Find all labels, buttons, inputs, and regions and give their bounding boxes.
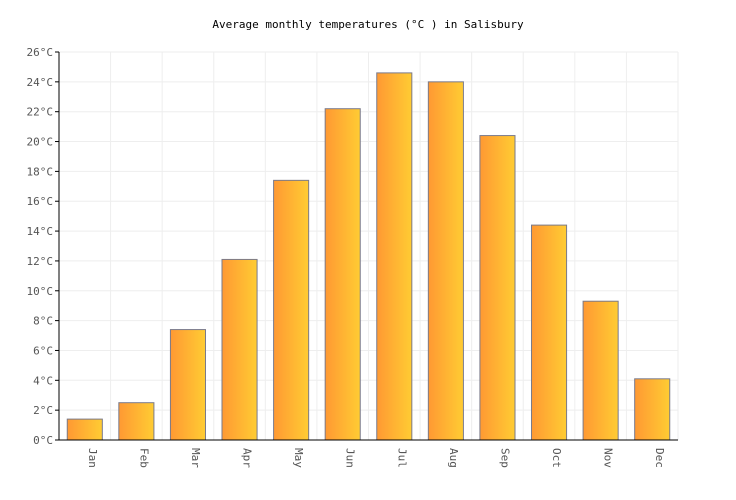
y-tick-label: 14°C (27, 225, 54, 238)
x-tick-label: Oct (550, 448, 563, 468)
bar-dec (634, 378, 671, 441)
bar-nov (582, 300, 619, 441)
y-tick-label: 16°C (27, 195, 54, 208)
bar-apr (221, 258, 258, 441)
bar-oct (531, 224, 568, 441)
x-tick-label: May (292, 448, 305, 468)
bar-mar (169, 329, 206, 441)
x-tick-label: Dec (653, 448, 666, 468)
y-tick-label: 6°C (33, 344, 53, 357)
y-tick-label: 2°C (33, 404, 53, 417)
y-tick-label: 18°C (27, 165, 54, 178)
x-tick-label: Sep (498, 448, 511, 468)
x-tick-label: Jul (395, 448, 408, 468)
chart-title: Average monthly temperatures (°C ) in Sa… (212, 18, 524, 31)
y-tick-label: 12°C (27, 255, 54, 268)
y-tick-label: 10°C (27, 285, 54, 298)
y-tick-label: 24°C (27, 76, 54, 89)
y-tick-label: 8°C (33, 315, 53, 328)
bar-jan (66, 418, 103, 441)
y-tick-label: 0°C (33, 434, 53, 447)
bar-sep (479, 135, 516, 441)
x-tick-label: Apr (241, 448, 254, 468)
bar-feb (118, 402, 155, 441)
bar-may (273, 179, 310, 441)
y-tick-label: 26°C (27, 46, 54, 59)
x-tick-label: Nov (602, 448, 615, 468)
x-tick-label: Jun (344, 448, 357, 468)
y-tick-label: 22°C (27, 106, 54, 119)
y-tick-label: 4°C (33, 374, 53, 387)
x-tick-label: Feb (137, 448, 150, 468)
x-tick-label: Jan (86, 448, 99, 468)
bar-jul (376, 72, 413, 441)
bar-aug (427, 81, 464, 441)
x-tick-label: Aug (447, 448, 460, 468)
y-tick-label: 20°C (27, 136, 54, 149)
bar-jun (324, 108, 361, 441)
x-tick-label: Mar (189, 448, 202, 468)
